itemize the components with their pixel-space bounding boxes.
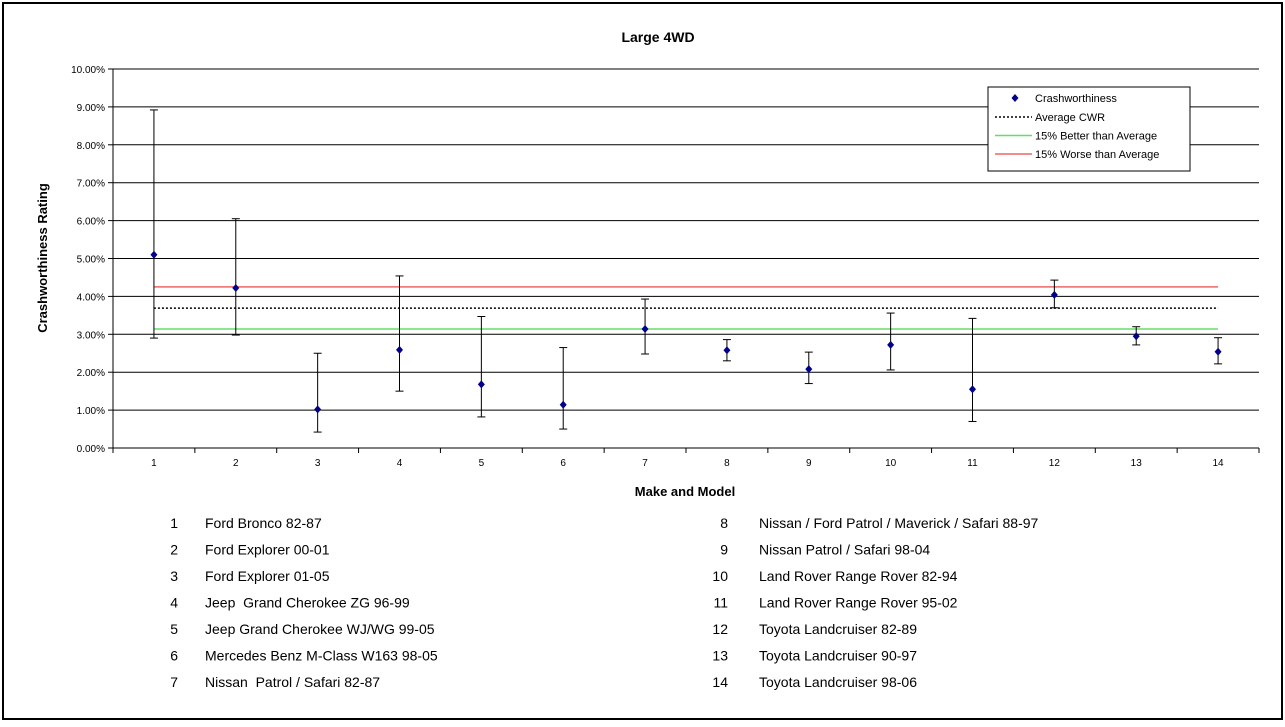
data-point — [1132, 332, 1140, 341]
x-tick-label: 3 — [315, 458, 321, 469]
x-tick-label: 10 — [885, 458, 897, 469]
y-tick-label: 10.00% — [71, 65, 105, 76]
legend-box — [987, 86, 1191, 172]
legend-label: 15% Better than Average — [1035, 131, 1157, 143]
x-tick-label: 8 — [724, 458, 730, 469]
key-number: 2 — [170, 542, 178, 558]
key-number: 4 — [170, 595, 178, 611]
key-model-name: Land Rover Range Rover 95-02 — [759, 595, 958, 611]
key-model-name: Nissan / Ford Patrol / Maverick / Safari… — [759, 515, 1039, 531]
y-tick-label: 2.00% — [77, 368, 105, 379]
legend-label: 15% Worse than Average — [1035, 149, 1159, 161]
key-number: 11 — [713, 595, 728, 611]
key-number: 3 — [170, 568, 178, 584]
key-model-name: Nissan Patrol / Safari 82-87 — [205, 674, 380, 690]
model-key: 1 Ford Bronco 82-87 2 Ford Explorer 00-01 3 F… — [170, 515, 1038, 690]
key-number: 10 — [712, 568, 728, 584]
y-axis: 0.00% 1.00% 2.00% 3.00% 4.00% 5.00% 6.00% 7.00%… — [71, 65, 114, 455]
data-point — [887, 340, 895, 349]
data-point — [969, 385, 976, 394]
y-tick-label: 7.00% — [77, 179, 105, 190]
key-model-name: Jeep Grand Cherokee ZG 96-99 — [205, 595, 410, 611]
key-number: 5 — [170, 621, 178, 637]
y-axis-title: Crashworthiness Rating — [35, 183, 50, 333]
data-point — [396, 345, 403, 354]
data-point — [723, 346, 731, 355]
key-number: 13 — [712, 648, 728, 664]
x-tick-label: 1 — [151, 458, 157, 469]
error-bars — [149, 109, 1223, 433]
chart-title: Large 4WD — [621, 29, 694, 45]
y-tick-label: 6.00% — [77, 217, 105, 228]
key-number: 6 — [170, 648, 178, 664]
x-tick-label: 5 — [479, 458, 485, 469]
key-model-name: Toyota Landcruiser 98-06 — [759, 674, 917, 690]
legend-marker-crashworthiness — [1011, 94, 1019, 102]
key-model-name: Ford Explorer 00-01 — [205, 542, 330, 558]
key-number: 14 — [712, 674, 728, 690]
key-model-name: Jeep Grand Cherokee WJ/WG 99-05 — [205, 621, 435, 637]
x-tick-label: 4 — [397, 458, 403, 469]
key-model-name: Ford Explorer 01-05 — [205, 568, 330, 584]
y-tick-label: 3.00% — [77, 330, 105, 341]
data-point — [232, 284, 240, 293]
data-point — [477, 380, 485, 389]
x-tick-label: 12 — [1049, 458, 1061, 469]
x-axis-title: Make and Model — [635, 484, 735, 499]
y-tick-label: 8.00% — [77, 141, 105, 152]
data-point — [559, 400, 567, 409]
key-model-name: Nissan Patrol / Safari 98-04 — [759, 542, 930, 558]
key-number: 12 — [712, 621, 728, 637]
legend-label: Average CWR — [1035, 112, 1105, 124]
x-tick-label: 6 — [560, 458, 566, 469]
data-point — [314, 405, 322, 414]
data-point — [805, 365, 813, 374]
key-number: 8 — [720, 515, 728, 531]
legend-label: Crashworthiness — [1035, 93, 1117, 105]
key-model-name: Toyota Landcruiser 82-89 — [759, 621, 917, 637]
data-point — [641, 324, 649, 333]
key-model-name: Mercedes Benz M-Class W163 98-05 — [205, 648, 438, 664]
y-tick-label: 5.00% — [77, 255, 105, 266]
data-point — [150, 250, 158, 259]
reference-lines — [153, 286, 1219, 330]
data-points — [150, 250, 1222, 414]
y-tick-label: 1.00% — [77, 406, 105, 417]
y-tick-label: 0.00% — [77, 444, 105, 455]
y-tick-label: 9.00% — [77, 103, 105, 114]
y-tick-label: 4.00% — [77, 292, 105, 303]
key-model-name: Ford Bronco 82-87 — [205, 515, 322, 531]
x-tick-label: 14 — [1213, 458, 1225, 469]
key-number: 7 — [170, 674, 178, 690]
key-number: 1 — [170, 515, 178, 531]
legend: Crashworthiness Average CWR 15% Better tha… — [987, 86, 1191, 172]
data-point — [1214, 347, 1222, 356]
key-model-name: Toyota Landcruiser 90-97 — [759, 648, 917, 664]
x-axis: 1 2 3 4 5 6 7 8 9 10 11 12 13 14 — [112, 447, 1260, 469]
x-tick-label: 13 — [1131, 458, 1143, 469]
key-number: 9 — [720, 542, 728, 558]
key-model-name: Land Rover Range Rover 82-94 — [759, 568, 958, 584]
x-tick-label: 9 — [806, 458, 812, 469]
x-tick-label: 2 — [233, 458, 239, 469]
x-tick-label: 11 — [967, 458, 978, 469]
x-tick-label: 7 — [642, 458, 648, 469]
data-point — [1050, 290, 1058, 299]
